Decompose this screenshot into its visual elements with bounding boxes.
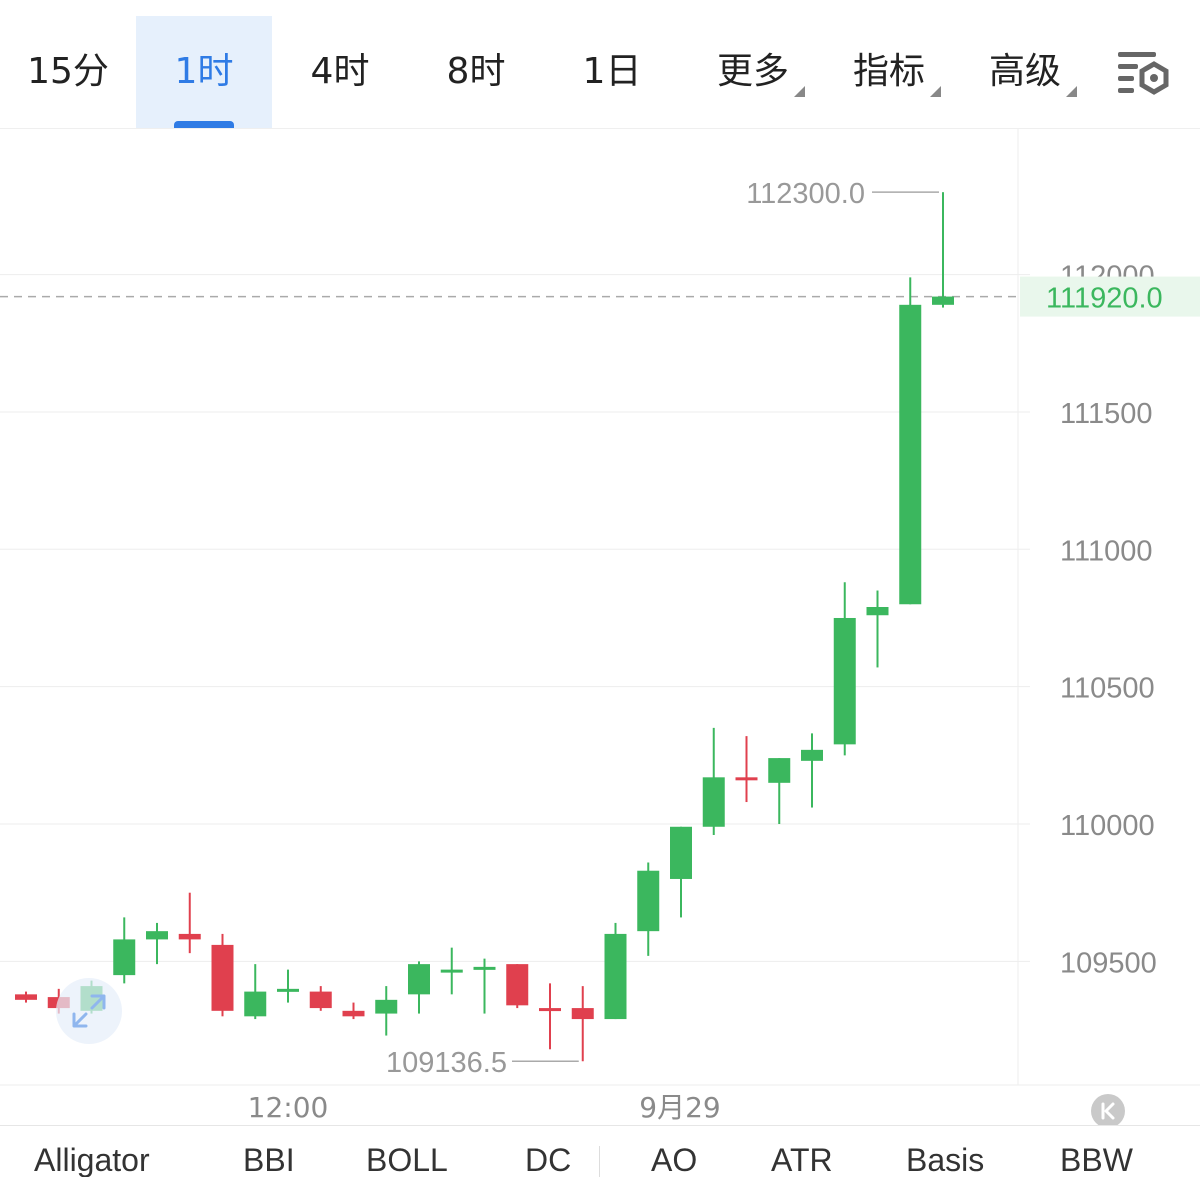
dropdown-arrow-icon: [794, 86, 805, 97]
candle-up: [277, 988, 299, 992]
tab-label: 15分: [27, 51, 109, 92]
candle-up: [637, 870, 660, 932]
candle-up: [604, 933, 627, 1020]
low-price-label: 109136.5: [386, 1047, 507, 1079]
candle-up: [670, 826, 692, 879]
indicators-dropdown[interactable]: 指标: [834, 16, 944, 128]
candle-down: [342, 1010, 365, 1017]
indicator-boll[interactable]: BOLL: [366, 1142, 448, 1177]
tab-label: 8时: [446, 51, 506, 92]
y-tick-label: 111000: [1060, 535, 1152, 567]
candle-down: [15, 994, 37, 1000]
expand-chart-button[interactable]: [56, 978, 122, 1044]
tab-label: 4时: [310, 51, 370, 92]
chevron-left-bar-icon: [1101, 1102, 1115, 1120]
candle-down: [571, 1008, 594, 1020]
tab-8h[interactable]: 8时: [408, 16, 544, 128]
candle-up: [702, 777, 725, 827]
candle-up: [866, 607, 889, 616]
candle-up: [932, 296, 954, 305]
candle-up: [113, 939, 136, 976]
dropdown-label: 指标: [852, 51, 925, 92]
x-tick-label: 12:00: [248, 1091, 329, 1124]
indicator-basis[interactable]: Basis: [906, 1142, 985, 1177]
candle-down: [178, 933, 201, 940]
current-price-label: 111920.0: [1046, 283, 1163, 315]
indicator-bbi[interactable]: BBI: [243, 1142, 295, 1177]
candle-down: [211, 944, 234, 1011]
chart-settings-icon: [1118, 52, 1169, 95]
dropdown-label: 更多: [716, 51, 789, 92]
candle-up: [375, 999, 398, 1014]
tab-4h[interactable]: 4时: [272, 16, 408, 128]
indicator-alligator[interactable]: Alligator: [34, 1142, 150, 1177]
timeframe-toolbar: 15分 1时 4时 8时 1日 更多 指标 高级: [0, 0, 1200, 129]
indicator-ao[interactable]: AO: [651, 1142, 698, 1177]
candle-up: [801, 749, 823, 761]
dropdown-arrow-icon: [930, 86, 941, 97]
candle-up: [768, 758, 791, 783]
dropdown-arrow-icon: [1066, 86, 1077, 97]
chart-canvas: 1095001100001105001110001115001120001119…: [0, 129, 1200, 1124]
expand-arrows-icon: [72, 994, 106, 1028]
advanced-dropdown[interactable]: 高级: [970, 16, 1080, 128]
y-tick-label: 111500: [1060, 398, 1152, 430]
y-tick-label: 109500: [1060, 947, 1157, 979]
candle-up: [244, 991, 267, 1017]
candle-up: [146, 931, 168, 940]
x-tick-label: 9月29: [639, 1091, 720, 1124]
dropdown-label: 高级: [988, 51, 1061, 92]
tab-label: 1日: [582, 51, 642, 92]
candle-down: [539, 1008, 561, 1012]
chart-settings-button[interactable]: [1112, 46, 1172, 100]
indicator-atr[interactable]: ATR: [771, 1142, 833, 1177]
tab-15m[interactable]: 15分: [0, 16, 136, 128]
scroll-to-latest-button[interactable]: [1091, 1094, 1125, 1128]
indicator-bar: Alligator BBI BOLL DC AO ATR Basis BBW: [0, 1125, 1200, 1177]
candle-down: [309, 991, 332, 1009]
candle-down: [506, 964, 529, 1006]
high-price-label: 112300.0: [746, 178, 865, 210]
active-tab-indicator: [174, 121, 234, 128]
candle-up: [473, 966, 496, 970]
more-dropdown[interactable]: 更多: [698, 16, 808, 128]
candle-down: [735, 777, 758, 781]
candle-up: [899, 304, 922, 605]
tab-1d[interactable]: 1日: [544, 16, 680, 128]
indicator-divider: [599, 1146, 600, 1177]
candlestick-chart[interactable]: 1095001100001105001110001115001120001119…: [0, 129, 1200, 1125]
indicator-bbw[interactable]: BBW: [1060, 1142, 1133, 1177]
candle-up: [833, 617, 856, 745]
indicator-dc[interactable]: DC: [525, 1142, 572, 1177]
candle-up: [408, 964, 430, 995]
tab-label: 1时: [174, 51, 234, 92]
y-tick-label: 110500: [1060, 673, 1155, 705]
y-tick-label: 110000: [1060, 810, 1155, 842]
candle-up: [440, 969, 463, 973]
tab-1h[interactable]: 1时: [136, 16, 272, 128]
current-price-badge: [1020, 276, 1200, 317]
